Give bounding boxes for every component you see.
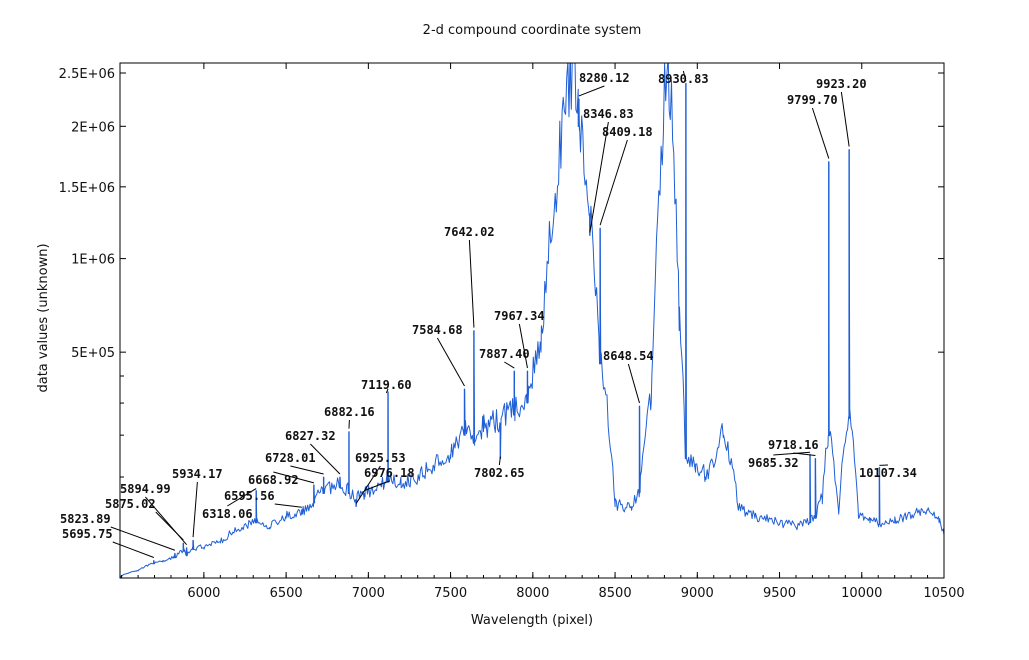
line-label-10107-34: 10107.34 [859,466,917,480]
line-label-9923-20: 9923.20 [816,77,867,91]
leader-line [437,338,464,386]
leader-line [519,324,527,368]
line-label-7584-68: 7584.68 [412,323,463,337]
leader-line [469,240,474,328]
line-label-8280-12: 8280.12 [579,71,630,85]
chart-title: 2-d compound coordinate system [423,23,642,38]
line-label-5894-99: 5894.99 [120,482,171,496]
line-label-6595-56: 6595.56 [224,489,275,503]
y-tick-label: 1.5E+06 [59,181,115,196]
line-label-6976-18: 6976.18 [364,466,415,480]
leader-line [113,542,154,558]
x-tick-label: 9500 [763,586,796,601]
leader-line [628,364,639,403]
line-label-7802-65: 7802.65 [474,466,525,480]
line-label-9718-16: 9718.16 [768,438,819,452]
line-label-6728-01: 6728.01 [265,451,316,465]
line-label-7887-40: 7887.40 [479,347,530,361]
y-tick-label: 1E+06 [71,253,115,268]
line-label-8930-83: 8930.83 [658,72,709,86]
line-label-9799-70: 9799.70 [787,93,838,107]
x-axis-label: Wavelength (pixel) [471,613,593,628]
leader-line [579,86,604,96]
line-label-8648-54: 8648.54 [603,349,654,363]
leader-line [841,92,849,146]
line-label-9685-32: 9685.32 [748,456,799,470]
line-label-5875-02: 5875.02 [105,497,156,511]
x-tick-label: 6500 [270,586,303,601]
y-tick-label: 5E+05 [71,346,115,361]
line-label-8409-18: 8409.18 [602,125,653,139]
line-label-5695-75: 5695.75 [62,527,113,541]
y-tick-label: 2E+06 [71,120,115,135]
leader-line [504,362,514,368]
leader-line [812,108,828,159]
leader-line [193,482,197,537]
y-tick-label: 2.5E+06 [59,67,115,82]
x-tick-label: 8500 [599,586,632,601]
line-label-7119-60: 7119.60 [361,378,412,392]
line-label-7642-02: 7642.02 [444,225,495,239]
y-axis-label: data values (unknown) [36,243,51,392]
line-label-8346-83: 8346.83 [583,107,634,121]
line-label-6925-53: 6925.53 [355,451,406,465]
x-tick-label: 7500 [434,586,467,601]
leader-line [600,140,627,225]
y-axis: 5E+05 1E+06 1.5E+06 2E+06 2.5E+06 [59,67,944,477]
x-tick-label: 6000 [187,586,220,601]
line-label-5934-17: 5934.17 [172,467,223,481]
leader-line [499,456,500,465]
line-label-5823-89: 5823.89 [60,512,111,526]
line-label-6882-16: 6882.16 [324,405,375,419]
x-tick-label: 8000 [516,586,549,601]
x-tick-label: 10500 [923,586,964,601]
line-label-6318-06: 6318.06 [202,507,253,521]
x-tick-label: 10000 [841,586,882,601]
line-label-6827-32: 6827.32 [285,429,336,443]
leader-line [145,497,186,545]
line-label-6668-92: 6668.92 [248,473,299,487]
x-tick-label: 7000 [352,586,385,601]
x-tick-label: 9000 [681,586,714,601]
leader-line [275,504,302,507]
line-label-7967-34: 7967.34 [494,309,545,323]
